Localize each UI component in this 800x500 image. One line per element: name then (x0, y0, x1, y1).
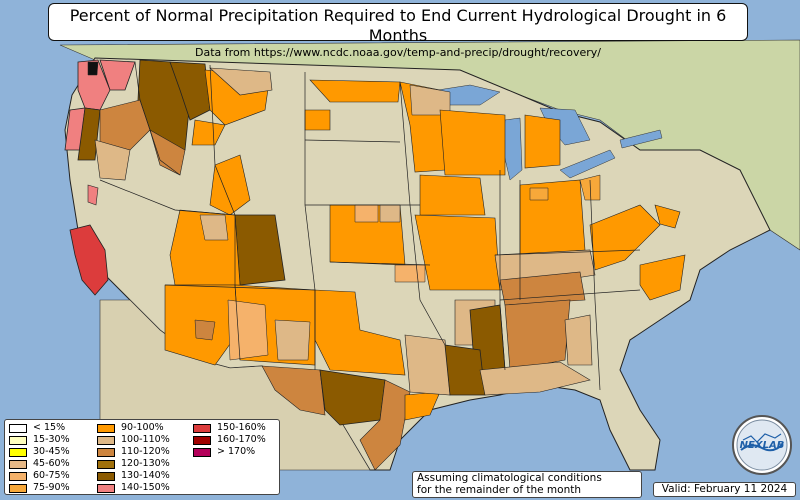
lake-erie (559, 149, 616, 179)
drought-region-georgia (564, 314, 593, 366)
drought-region-wa-interior (99, 59, 136, 91)
legend-item: 100-110% (97, 434, 193, 446)
drought-region-plains-nd (309, 79, 401, 103)
legend-swatch (9, 435, 27, 445)
nexlab-logo-icon: NEXLAB (732, 415, 792, 475)
drought-region-gulf-coast (479, 361, 591, 396)
drought-region-ca-north (87, 184, 99, 206)
drought-region-california (69, 224, 109, 296)
legend-label: 140-150% (121, 482, 170, 493)
legend-swatch (193, 423, 211, 433)
legend-swatch (97, 483, 115, 493)
legend-swatch (9, 423, 27, 433)
map-subtitle: Data from https://www.ncdc.noaa.gov/temp… (195, 46, 601, 59)
drought-region-alabama (504, 299, 571, 371)
drought-region-nm-100 (274, 319, 311, 361)
drought-region-oregon-100 (94, 139, 131, 181)
assumption-note: Assuming climatological conditions for t… (412, 471, 642, 498)
drought-region-tennessee (499, 271, 586, 306)
legend-label: 110-120% (121, 446, 170, 457)
drought-region-louisiana (444, 344, 486, 396)
legend-swatch (193, 435, 211, 445)
drought-region-mt-small (191, 119, 226, 146)
legend-label: 45-60% (33, 458, 70, 469)
legend-swatch (97, 447, 115, 457)
title-box: Percent of Normal Precipitation Required… (48, 3, 748, 59)
legend-label: 130-140% (121, 470, 170, 481)
drought-region-ks-south (394, 264, 426, 283)
drought-region-texas-panhandle (314, 289, 406, 376)
legend-label: 30-45% (33, 446, 70, 457)
state-boundaries (99, 61, 641, 391)
drought-region-texas-west (261, 365, 326, 416)
legend-item: 110-120% (97, 446, 193, 458)
drought-region-kansas-110 (379, 204, 401, 223)
drought-region-kansas-tan (354, 204, 379, 223)
legend-item: 120-130% (97, 458, 193, 470)
legend-label: 15-30% (33, 434, 70, 445)
drought-region-small-wa (87, 61, 99, 76)
legend-label: 75-90% (33, 482, 70, 493)
legend-item: 75-90% (9, 482, 97, 494)
legend-swatch (97, 459, 115, 469)
legend-label: 90-100% (121, 422, 164, 433)
logo-text: NEXLAB (740, 440, 785, 451)
legend-label: 60-75% (33, 470, 70, 481)
drought-region-wa-130 (77, 107, 101, 161)
legend-swatch (97, 423, 115, 433)
drought-region-montana-tan (209, 67, 273, 96)
legend: < 15% 15-30% 30-45% 45-60% 60-75% 75-90% 90-10… (4, 419, 280, 495)
drought-region-texas-central (319, 369, 386, 426)
legend-swatch (193, 447, 211, 457)
drought-region-montana-west (169, 61, 211, 121)
lake-ontario (619, 129, 663, 149)
map-title: Percent of Normal Precipitation Required… (69, 6, 727, 45)
drought-region-carolina (639, 254, 686, 301)
drought-region-nm-tan (227, 299, 269, 361)
legend-swatch (97, 471, 115, 481)
legend-label: 100-110% (121, 434, 170, 445)
drought-region-wisconsin (439, 109, 506, 176)
drought-region-plains-sd (304, 109, 331, 131)
legend-item: 60-75% (9, 470, 97, 482)
legend-swatch (9, 471, 27, 481)
legend-item: 30-45% (9, 446, 97, 458)
legend-item: 140-150% (97, 482, 193, 494)
legend-item: 150-160% (193, 422, 281, 434)
legend-label: > 170% (217, 446, 256, 457)
legend-item: 15-30% (9, 434, 97, 446)
valid-date: Valid: February 11 2024 (653, 482, 796, 497)
legend-item: > 170% (193, 446, 281, 458)
note-line-1: Assuming climatological conditions (417, 472, 602, 484)
drought-region-oklahoma (404, 334, 451, 396)
legend-swatch (9, 483, 27, 493)
drought-region-iowa (419, 174, 486, 216)
legend-swatch (9, 459, 27, 469)
drought-region-wv-va (589, 204, 661, 271)
drought-region-utah-tan (199, 214, 229, 241)
note-line-2: for the remainder of the month (417, 484, 582, 496)
drought-region-michigan (524, 114, 561, 169)
drought-region-missouri (414, 214, 501, 291)
drought-region-az-110 (194, 319, 216, 341)
legend-label: < 15% (33, 422, 66, 433)
legend-label: 150-160% (217, 422, 266, 433)
drought-region-ohio-yellow (529, 187, 549, 201)
legend-item: 160-170% (193, 434, 281, 446)
drought-region-wyoming (209, 154, 251, 216)
legend-item: 90-100% (97, 422, 193, 434)
legend-swatch (97, 435, 115, 445)
legend-label: 160-170% (217, 434, 266, 445)
drought-region-md-de (654, 204, 681, 229)
legend-item: < 15% (9, 422, 97, 434)
legend-swatch (9, 447, 27, 457)
legend-item: 45-60% (9, 458, 97, 470)
legend-label: 120-130% (121, 458, 170, 469)
legend-item: 130-140% (97, 470, 193, 482)
